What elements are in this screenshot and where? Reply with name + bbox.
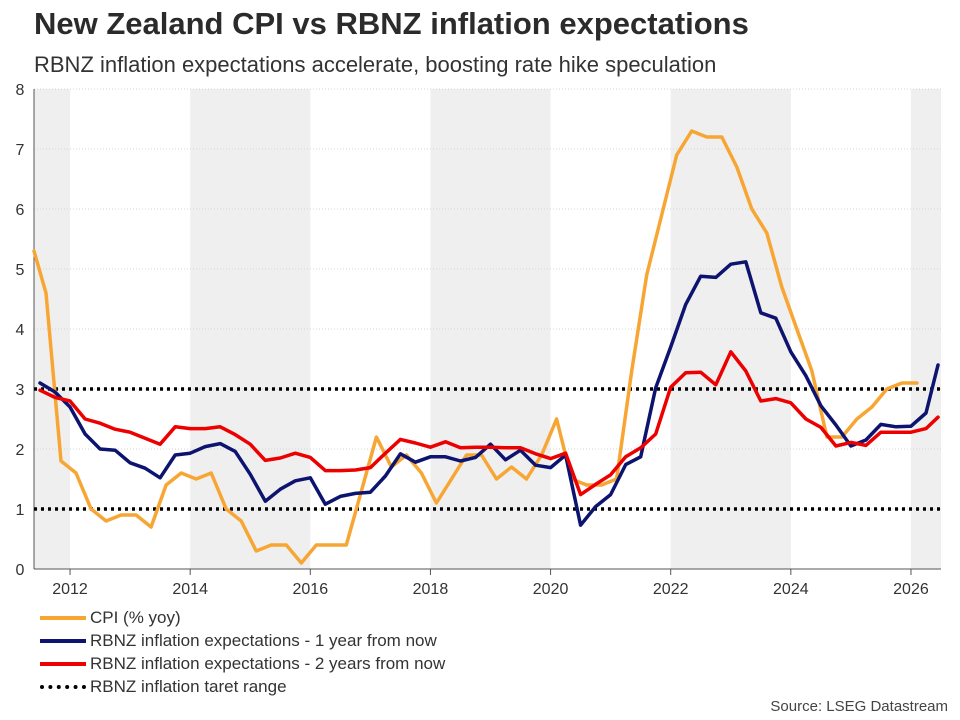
chart-title: New Zealand CPI vs RBNZ inflation expect… [34,6,749,41]
legend-swatch-cpi [40,615,86,620]
x-tick-label-2026: 2026 [893,581,929,598]
expectations-2yr-line [38,350,940,497]
legend-swatch-2yr [40,661,86,666]
x-tick-label-2016: 2016 [293,581,329,598]
x-tick-label-2022: 2022 [653,581,689,598]
legend-item-target: RBNZ inflation taret range [40,675,445,698]
legend-label-cpi: CPI (% yoy) [90,607,181,627]
legend: CPI (% yoy) RBNZ inflation expectations … [40,606,445,698]
legend-label-1yr: RBNZ inflation expectations - 1 year fro… [90,630,437,650]
y-tick-label-7: 7 [16,142,25,159]
legend-item-cpi: CPI (% yoy) [40,606,445,629]
y-tick-label-2: 2 [16,442,25,459]
legend-item-2yr: RBNZ inflation expectations - 2 years fr… [40,652,445,675]
legend-swatch-1yr [40,638,86,643]
legend-swatch-target [40,684,86,689]
x-tick-label-2014: 2014 [172,581,208,598]
legend-label-2yr: RBNZ inflation expectations - 2 years fr… [90,653,446,673]
x-tick-label-2012: 2012 [52,581,88,598]
cpi-line [32,129,919,565]
x-tick-label-2024: 2024 [773,581,809,598]
y-tick-label-5: 5 [16,262,25,279]
legend-label-target: RBNZ inflation taret range [90,676,287,696]
y-tick-label-4: 4 [16,322,25,339]
source-note: Source: LSEG Datastream [770,698,948,715]
x-tick-label-2018: 2018 [413,581,449,598]
y-tick-label-1: 1 [16,502,25,519]
expectations-1yr-line [38,260,940,527]
chart-subtitle: RBNZ inflation expectations accelerate, … [34,52,717,77]
x-tick-label-2020: 2020 [533,581,569,598]
y-tick-label-8: 8 [16,82,25,99]
y-tick-label-0: 0 [16,562,25,579]
y-tick-label-6: 6 [16,202,25,219]
y-tick-label-3: 3 [16,382,25,399]
legend-item-1yr: RBNZ inflation expectations - 1 year fro… [40,629,445,652]
